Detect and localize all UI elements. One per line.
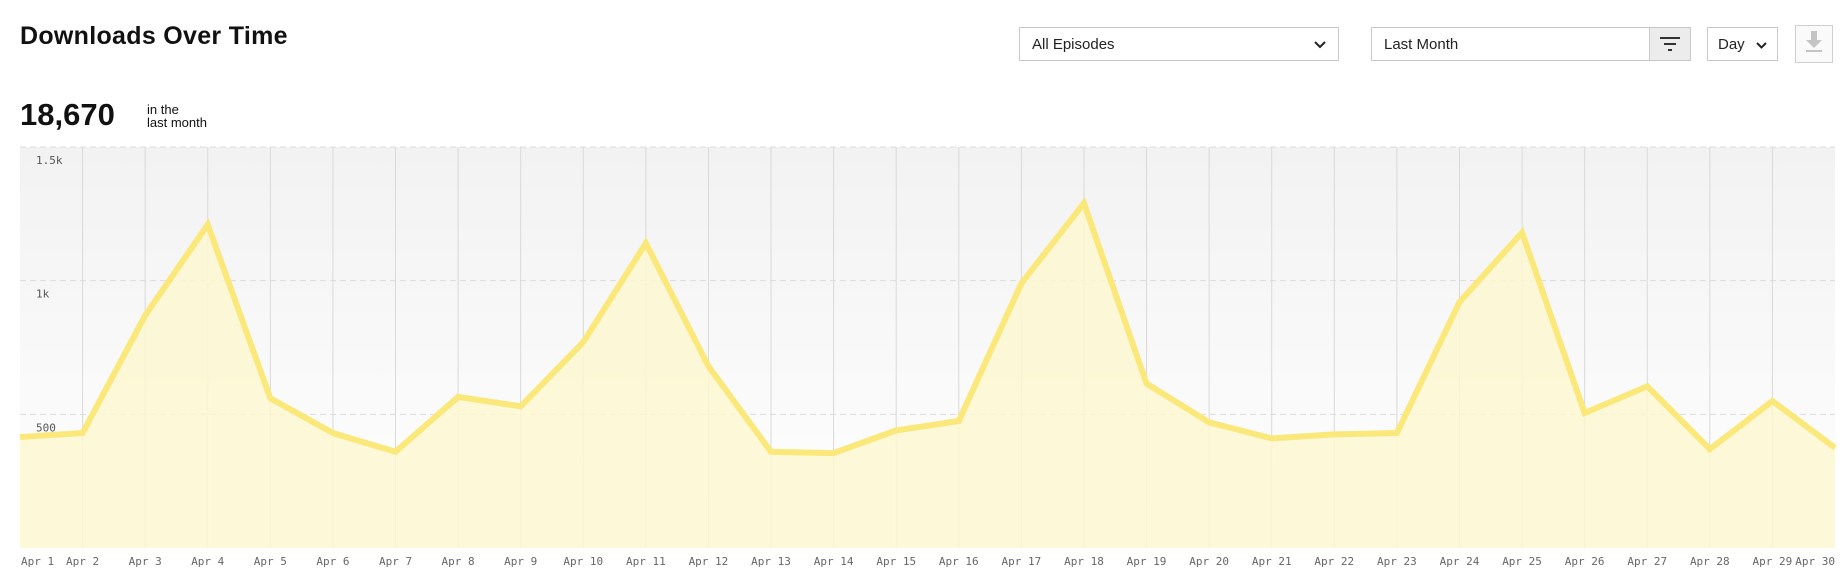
data-point[interactable] [137,307,153,323]
episode-select-value: All Episodes [1032,35,1115,53]
data-point[interactable] [1139,376,1155,392]
y-tick-label: 1.5k [36,154,63,167]
x-tick-label: Apr 28 [1690,555,1730,568]
data-point[interactable] [1076,195,1092,211]
data-point[interactable] [75,425,91,441]
downloads-chart: 500 1k 1.5k Apr 1 Apr 2 Apr 3 Apr 4 Apr 5 Apr 6… [12,146,1843,568]
episode-select[interactable]: All Episodes [1019,27,1339,61]
data-point[interactable] [1013,275,1029,291]
x-tick-label: Apr 12 [689,555,729,568]
x-tick-label: Apr 4 [191,555,224,568]
x-tick-label: Apr 25 [1502,555,1542,568]
data-point[interactable] [638,235,654,251]
x-tick-label: Apr 19 [1127,555,1167,568]
x-tick-label: Apr 16 [939,555,979,568]
x-tick-label: Apr 2 [66,555,99,568]
x-tick-label: Apr 21 [1252,555,1292,568]
data-point[interactable] [450,389,466,405]
downloads-area [20,203,1835,548]
downloads-line [19,196,1837,457]
x-tick-label: Apr 7 [379,555,412,568]
granularity-value: Day [1718,35,1745,53]
data-point[interactable] [1201,414,1217,430]
data-point[interactable] [951,413,967,429]
data-point[interactable] [1389,425,1405,441]
caption-line-2: last month [147,115,207,130]
data-point[interactable] [1764,393,1780,409]
x-tick-label: Apr 22 [1314,555,1354,568]
download-icon [1805,30,1823,58]
x-tick-label: Apr 1 [21,555,54,568]
x-tick-label: Apr 17 [1002,555,1042,568]
page-title: Downloads Over Time [20,22,288,50]
date-range-select[interactable]: Last Month [1371,27,1691,61]
x-tick-label: Apr 10 [563,555,603,568]
data-point[interactable] [1451,294,1467,310]
caption-line-1: in the [147,102,179,117]
x-tick-label: Apr 29 [1753,555,1793,568]
data-point[interactable] [888,422,904,438]
x-tick-label: Apr 11 [626,555,666,568]
x-tick-label: Apr 20 [1189,555,1229,568]
x-tick-label: Apr 15 [876,555,916,568]
data-point[interactable] [325,425,341,441]
data-point[interactable] [1827,440,1843,456]
data-point[interactable] [1639,378,1655,394]
x-tick-label: Apr 9 [504,555,537,568]
x-tick-label: Apr 30 [1795,555,1835,568]
granularity-select[interactable]: Day [1707,27,1778,61]
total-downloads: 18,670 [20,97,115,132]
x-tick-label: Apr 6 [316,555,349,568]
x-tick-label: Apr 3 [129,555,162,568]
data-point[interactable] [1326,426,1342,442]
data-point[interactable] [1577,405,1593,421]
data-point[interactable] [12,429,28,445]
data-point[interactable] [575,334,591,350]
x-tick-label: Apr 23 [1377,555,1417,568]
data-point[interactable] [1702,441,1718,457]
download-button[interactable] [1795,25,1833,63]
data-point[interactable] [200,217,216,233]
x-tick-label: Apr 24 [1440,555,1480,568]
data-point[interactable] [262,390,278,406]
x-tick-label: Apr 8 [442,555,475,568]
y-tick-label: 1k [36,288,50,301]
data-point[interactable] [1514,225,1530,241]
x-tick-label: Apr 14 [814,555,854,568]
data-point[interactable] [763,444,779,460]
data-point[interactable] [826,445,842,461]
data-point[interactable] [1264,430,1280,446]
x-tick-label: Apr 27 [1627,555,1667,568]
data-point[interactable] [388,444,404,460]
chevron-down-icon [1756,36,1767,53]
x-tick-label: Apr 18 [1064,555,1104,568]
data-point[interactable] [513,398,529,414]
date-range-value: Last Month [1384,35,1459,53]
x-tick-label: Apr 26 [1565,555,1605,568]
chevron-down-icon [1314,36,1326,53]
total-downloads-caption: in the last month [147,103,207,129]
x-tick-label: Apr 5 [254,555,287,568]
x-tick-label: Apr 13 [751,555,791,568]
data-point[interactable] [700,358,716,374]
y-tick-label: 500 [36,421,56,434]
filter-icon[interactable] [1649,28,1690,60]
